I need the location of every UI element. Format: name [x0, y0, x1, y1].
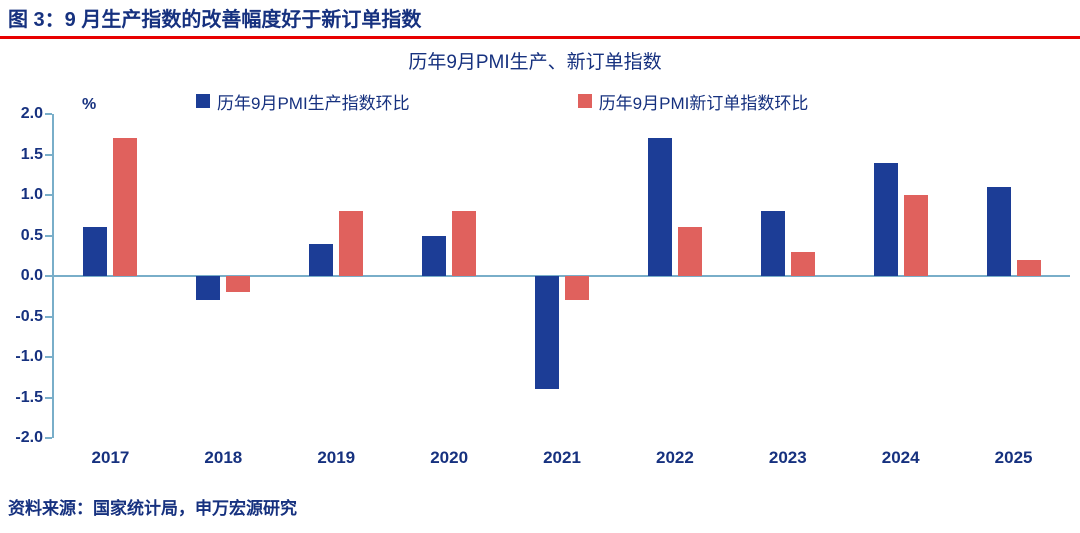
y-axis-labels: 2.0 1.5 1.0 0.5 0.0 -0.5 -1.0 -1.5 -2.0: [0, 105, 52, 446]
plot-area: %: [45, 96, 1070, 439]
y-tick-mark: [45, 153, 52, 156]
y-tick-label: 2.0: [20, 105, 43, 122]
production-bar-2020: [422, 235, 447, 276]
production-bar-2024: [873, 162, 898, 276]
new-orders-bar-2020: [452, 211, 477, 276]
chart-title: 历年9月PMI生产、新订单指数: [408, 52, 662, 73]
legend-item: 历年9月PMI新订单指数环比: [577, 89, 809, 114]
x-tick-label: 2024: [881, 448, 920, 467]
y-tick-label: -0.5: [15, 307, 43, 325]
y-tick-label: 1.0: [20, 186, 43, 203]
y-tick-mark: [45, 275, 52, 277]
production-bar-2017: [83, 227, 108, 276]
new-orders-bar-2019: [339, 211, 364, 276]
zero-axis-line: [54, 275, 1070, 277]
new-orders-bar-2023: [790, 251, 815, 276]
bar-group-2017: [54, 114, 167, 438]
source-note: 资料来源：国家统计局，申万宏源研究: [8, 499, 297, 518]
new-orders-bar-2017: [113, 138, 138, 276]
y-tick-mark: [45, 356, 52, 358]
x-tick-label: 2023: [768, 448, 807, 467]
bar-group-2019: [280, 114, 393, 438]
plot-row: 2.0 1.5 1.0 0.5 0.0 -0.5 -1.0 -1.5 -2.0 %: [0, 96, 1070, 446]
x-tick-label: 2017: [91, 448, 130, 467]
x-tick-label: 2022: [655, 448, 694, 467]
y-tick-label: -2.0: [15, 429, 43, 446]
production-bar-2019: [309, 243, 334, 276]
production-bar-2018: [196, 276, 221, 301]
y-tick-mark: [45, 396, 52, 399]
production-bar-2023: [760, 211, 785, 276]
pmi-bar-chart: 历年9月PMI生产、新订单指数 历年9月PMI生产指数环比 历年9月PMI新订单指…: [0, 52, 1080, 468]
bar-group-2020: [393, 114, 506, 438]
legend-label: 历年9月PMI新订单指数环比: [598, 93, 809, 113]
y-tick-mark: [45, 437, 52, 439]
bar-group-2024: [844, 114, 957, 438]
y-tick-label: -1.0: [15, 348, 43, 365]
title-divider-rule: [0, 36, 1080, 39]
chart-legend: 历年9月PMI生产指数环比 历年9月PMI新订单指数环比: [0, 89, 1070, 114]
new-orders-bar-2021: [564, 276, 589, 301]
production-bar-2022: [647, 138, 672, 276]
x-tick-label: 2019: [317, 448, 356, 467]
new-orders-bar-2018: [226, 276, 251, 293]
y-tick-label: 1.5: [20, 145, 43, 163]
y-tick-mark: [45, 113, 52, 115]
bar-group-2023: [731, 114, 844, 438]
y-tick-label: 0.5: [20, 226, 43, 244]
figure-footer: 资料来源：国家统计局，申万宏源研究: [0, 494, 1080, 519]
x-tick-label: 2025: [994, 448, 1033, 467]
bar-group-2022: [618, 114, 731, 438]
x-axis-labels: 2017 2018 2019 2020 2021 2022 2023 2024 2025: [54, 448, 1070, 468]
bar-group-2021: [506, 114, 619, 438]
new-orders-bar-2025: [1016, 259, 1041, 276]
y-axis-unit-label: %: [82, 96, 97, 113]
legend-label: 历年9月PMI生产指数环比: [217, 93, 410, 113]
y-tick-label: -1.5: [15, 388, 43, 406]
bar-group-2025: [957, 114, 1070, 438]
legend-swatch: [196, 94, 210, 108]
y-tick-mark: [45, 315, 52, 318]
y-tick-mark: [45, 194, 52, 196]
x-tick-label: 2018: [204, 448, 243, 467]
new-orders-bar-2024: [903, 195, 928, 276]
production-bar-2021: [534, 276, 559, 390]
bar-group-2018: [167, 114, 280, 438]
legend-swatch: [577, 94, 592, 108]
figure-title: 图 3：9 月生产指数的改善幅度好于新订单指数: [8, 9, 422, 31]
new-orders-bar-2022: [677, 227, 702, 276]
y-tick-label: 0.0: [20, 267, 43, 284]
y-tick-mark: [45, 234, 52, 237]
figure-header: 图 3：9 月生产指数的改善幅度好于新订单指数: [0, 0, 1080, 39]
x-tick-label: 2020: [430, 448, 469, 467]
legend-item: 历年9月PMI生产指数环比: [196, 89, 410, 114]
x-tick-label: 2021: [543, 448, 581, 467]
production-bar-2025: [986, 186, 1011, 276]
